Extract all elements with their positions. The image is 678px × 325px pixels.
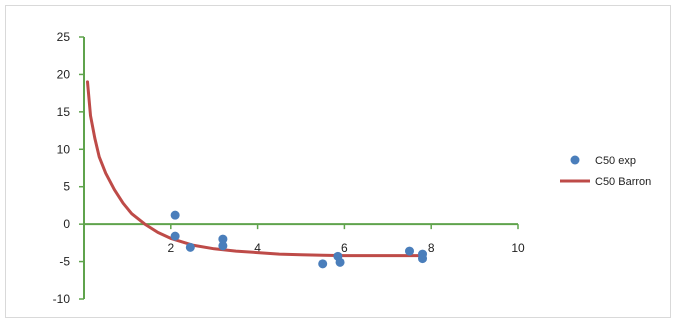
series-line-c50-barron [86, 80, 424, 258]
data-point-c50-exp [418, 254, 428, 264]
plot-series [86, 80, 428, 269]
data-point-c50-exp [170, 210, 180, 220]
y-tick-label: 15 [57, 105, 71, 119]
y-tick-label: 0 [63, 217, 70, 231]
x-tick-label: 8 [428, 241, 435, 255]
data-point-c50-exp [185, 242, 195, 252]
x-tick-label: 6 [341, 241, 348, 255]
y-tick-label: 10 [57, 142, 71, 156]
x-tick-label: 2 [167, 241, 174, 255]
legend-label: C50 Barron [595, 176, 651, 188]
y-tick-label: 5 [63, 180, 70, 194]
x-tick-label: 4 [254, 241, 261, 255]
y-axis: -10 -5 0 5 10 15 20 25 [53, 30, 85, 306]
legend: C50 exp C50 Barron [560, 155, 651, 188]
legend-marker-c50-exp [570, 155, 580, 165]
y-tick-label: -5 [59, 255, 70, 269]
data-point-c50-exp [218, 241, 228, 251]
y-tick-label: 25 [57, 30, 71, 44]
x-tick-label: 10 [511, 241, 525, 255]
data-point-c50-exp [335, 257, 345, 267]
data-point-c50-exp [318, 259, 328, 269]
x-axis: 2 4 6 8 10 [83, 223, 525, 255]
legend-label: C50 exp [595, 155, 636, 167]
data-point-c50-exp [170, 231, 180, 241]
y-tick-label: -10 [53, 292, 71, 306]
y-tick-label: 20 [57, 67, 71, 81]
data-point-c50-exp [405, 246, 414, 256]
data-point-c50-exp [218, 234, 228, 244]
